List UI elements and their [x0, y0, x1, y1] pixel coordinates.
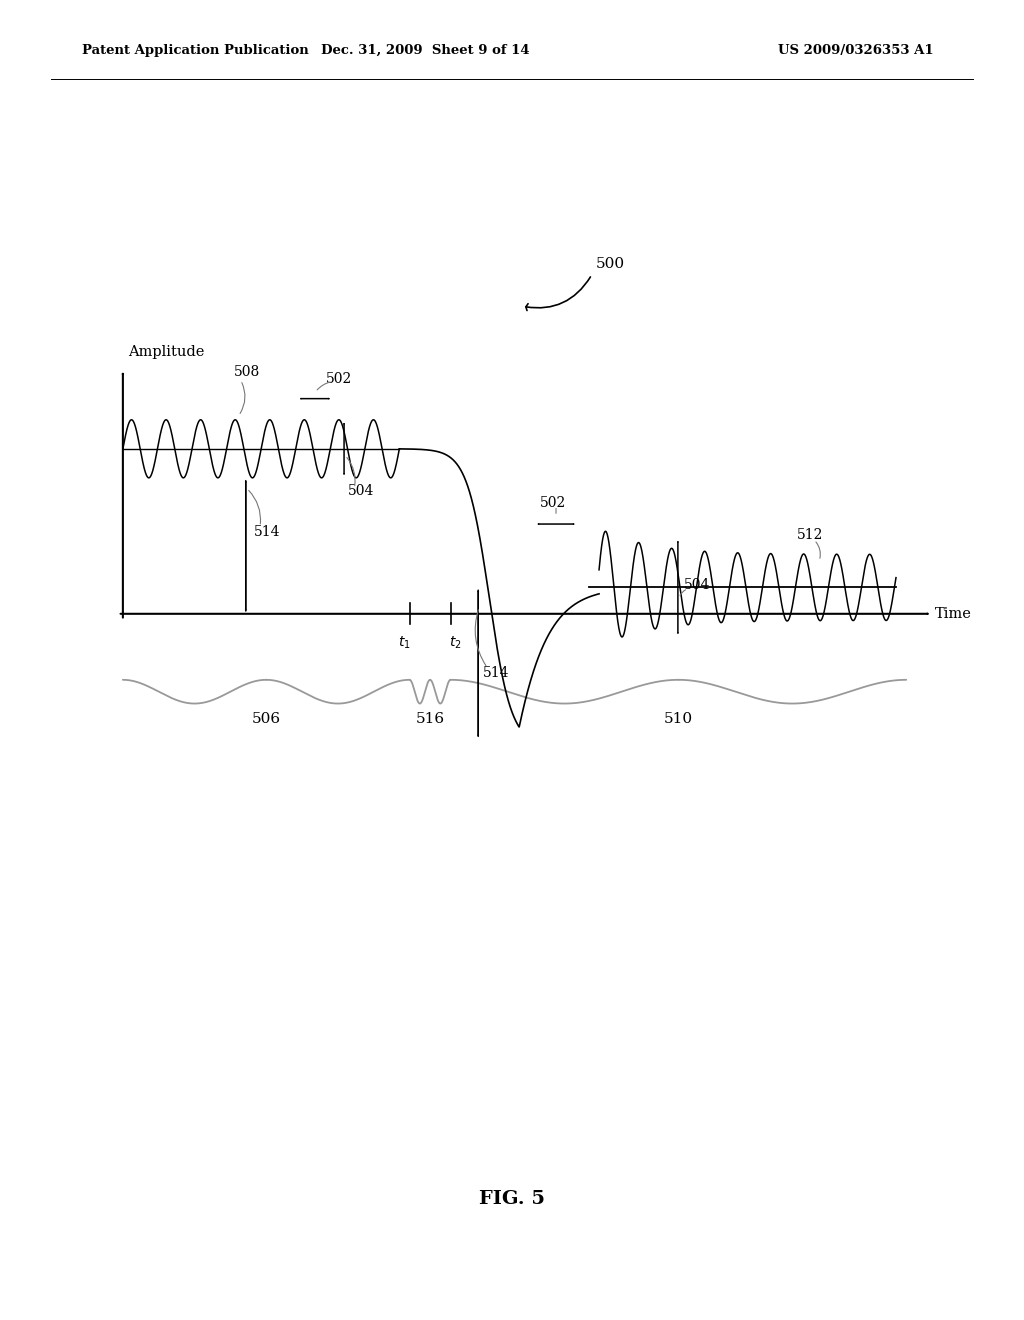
Text: 504: 504: [684, 578, 711, 591]
Text: 516: 516: [416, 713, 444, 726]
Text: Patent Application Publication: Patent Application Publication: [82, 44, 308, 57]
Text: $t_1$: $t_1$: [398, 635, 411, 651]
Text: 504: 504: [348, 484, 375, 498]
Text: Time: Time: [935, 607, 972, 620]
Text: 508: 508: [233, 366, 260, 379]
Text: 502: 502: [540, 496, 566, 510]
Text: 514: 514: [254, 525, 281, 539]
Text: $t_2$: $t_2$: [450, 635, 462, 651]
Text: 510: 510: [664, 713, 693, 726]
Text: 512: 512: [797, 528, 823, 541]
Text: Dec. 31, 2009  Sheet 9 of 14: Dec. 31, 2009 Sheet 9 of 14: [321, 44, 529, 57]
Text: FIG. 5: FIG. 5: [479, 1189, 545, 1208]
Text: Amplitude: Amplitude: [128, 345, 205, 359]
Text: 500: 500: [596, 257, 625, 271]
Text: US 2009/0326353 A1: US 2009/0326353 A1: [778, 44, 934, 57]
Text: 506: 506: [252, 713, 281, 726]
Text: 502: 502: [326, 372, 352, 385]
Text: 514: 514: [483, 667, 510, 680]
